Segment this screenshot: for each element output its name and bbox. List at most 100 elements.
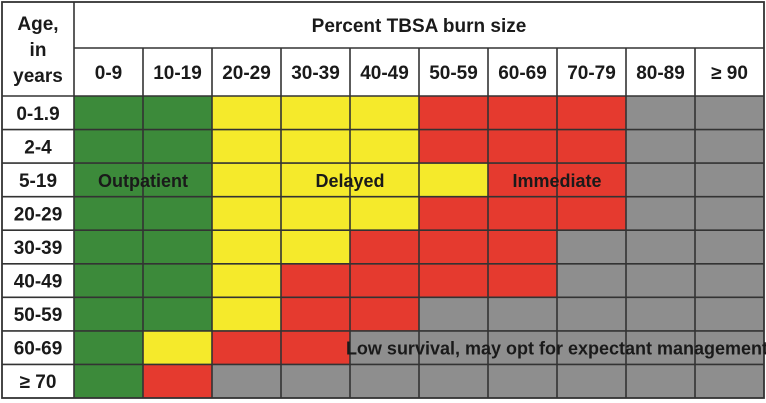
cell-20-29-60-69 [488, 196, 557, 231]
cell-60-69-ge-90 [695, 330, 764, 365]
cell-5-19-30-39 [281, 163, 350, 197]
cell-30-39-60-69 [488, 230, 557, 264]
cell-ge-70-10-19 [143, 364, 212, 398]
cell-50-59-40-49 [350, 297, 419, 331]
cell-5-19-50-59 [419, 163, 488, 197]
header-labels: Age, in years Percent TBSA burn size 0-9 10-1… [13, 14, 748, 393]
cell-2-4-70-79 [557, 129, 626, 164]
cell-5-19-60-69 [488, 163, 557, 197]
cell-50-59-60-69 [488, 297, 557, 331]
cell-5-19-20-29 [212, 163, 281, 197]
column-label-30-39: 30-39 [291, 63, 340, 84]
cell-60-69-60-69 [488, 330, 557, 365]
cell-60-69-50-59 [419, 330, 488, 365]
cell-60-69-20-29 [212, 330, 281, 365]
cell-20-29-70-79 [557, 196, 626, 231]
cell-ge-70-60-69 [488, 364, 557, 398]
column-label-10-19: 10-19 [153, 63, 202, 84]
cell-0-1-9-20-29 [212, 96, 281, 130]
column-label-ge-90: ≥ 90 [711, 63, 748, 84]
cell-50-59-ge-90 [695, 297, 764, 331]
row-label-0-1-9: 0-1.9 [16, 104, 59, 125]
cell-ge-70-70-79 [557, 364, 626, 398]
cell-30-39-20-29 [212, 230, 281, 264]
column-label-70-79: 70-79 [567, 63, 616, 84]
cell-20-29-30-39 [281, 196, 350, 231]
cell-0-1-9-60-69 [488, 96, 557, 130]
cell-5-19-10-19 [143, 163, 212, 197]
cell-30-39-0-9 [74, 230, 143, 264]
cell-40-49-50-59 [419, 263, 488, 298]
cell-2-4-10-19 [143, 129, 212, 164]
column-label-80-89: 80-89 [636, 63, 685, 84]
corner-label-line-0: Age, [17, 14, 58, 35]
cell-0-1-9-50-59 [419, 96, 488, 130]
cell-2-4-60-69 [488, 129, 557, 164]
cell-60-69-80-89 [626, 330, 695, 365]
heatmap-cells [74, 96, 764, 398]
cell-0-1-9-80-89 [626, 96, 695, 130]
cell-2-4-80-89 [626, 129, 695, 164]
row-label-30-39: 30-39 [14, 238, 63, 259]
cell-ge-70-50-59 [419, 364, 488, 398]
region-label-outpatient: Outpatient [98, 171, 188, 191]
cell-30-39-40-49 [350, 230, 419, 264]
cell-0-1-9-0-9 [74, 96, 143, 130]
cell-5-19-80-89 [626, 163, 695, 197]
cell-ge-70-30-39 [281, 364, 350, 398]
cell-40-49-60-69 [488, 263, 557, 298]
region-labels: Outpatient Delayed Immediate Low survival, … [98, 171, 766, 359]
cell-0-1-9-40-49 [350, 96, 419, 130]
cell-30-39-70-79 [557, 230, 626, 264]
cell-ge-70-80-89 [626, 364, 695, 398]
row-label-2-4: 2-4 [24, 137, 52, 158]
cell-ge-70-40-49 [350, 364, 419, 398]
cell-30-39-30-39 [281, 230, 350, 264]
cell-50-59-0-9 [74, 297, 143, 331]
row-label-50-59: 50-59 [14, 305, 63, 326]
cell-40-49-10-19 [143, 263, 212, 298]
cell-40-49-0-9 [74, 263, 143, 298]
cell-20-29-ge-90 [695, 196, 764, 231]
cell-5-19-70-79 [557, 163, 626, 197]
cell-60-69-40-49 [350, 330, 419, 365]
cell-30-39-ge-90 [695, 230, 764, 264]
cell-20-29-50-59 [419, 196, 488, 231]
cell-50-59-20-29 [212, 297, 281, 331]
row-label-5-19: 5-19 [19, 171, 57, 192]
cell-50-59-80-89 [626, 297, 695, 331]
cell-30-39-10-19 [143, 230, 212, 264]
cell-2-4-0-9 [74, 129, 143, 164]
cell-60-69-0-9 [74, 330, 143, 365]
cell-2-4-30-39 [281, 129, 350, 164]
column-label-40-49: 40-49 [360, 63, 409, 84]
cell-0-1-9-70-79 [557, 96, 626, 130]
cell-30-39-80-89 [626, 230, 695, 264]
cell-20-29-20-29 [212, 196, 281, 231]
cell-50-59-70-79 [557, 297, 626, 331]
cell-5-19-0-9 [74, 163, 143, 197]
cell-50-59-30-39 [281, 297, 350, 331]
cell-2-4-ge-90 [695, 129, 764, 164]
cell-20-29-0-9 [74, 196, 143, 231]
row-label-60-69: 60-69 [14, 339, 63, 360]
region-label-immediate: Immediate [512, 171, 601, 191]
cell-40-49-40-49 [350, 263, 419, 298]
cell-50-59-10-19 [143, 297, 212, 331]
cell-5-19-ge-90 [695, 163, 764, 197]
cell-40-49-70-79 [557, 263, 626, 298]
cell-40-49-ge-90 [695, 263, 764, 298]
region-label-low-survival-may-opt-for-expec: Low survival, may opt for expectant mana… [346, 339, 766, 359]
cell-0-1-9-30-39 [281, 96, 350, 130]
cell-60-69-30-39 [281, 330, 350, 365]
cell-20-29-80-89 [626, 196, 695, 231]
cell-40-49-30-39 [281, 263, 350, 298]
corner-label-line-2: years [13, 66, 63, 87]
column-label-20-29: 20-29 [222, 63, 271, 84]
cell-50-59-50-59 [419, 297, 488, 331]
cell-0-1-9-10-19 [143, 96, 212, 130]
cell-40-49-80-89 [626, 263, 695, 298]
